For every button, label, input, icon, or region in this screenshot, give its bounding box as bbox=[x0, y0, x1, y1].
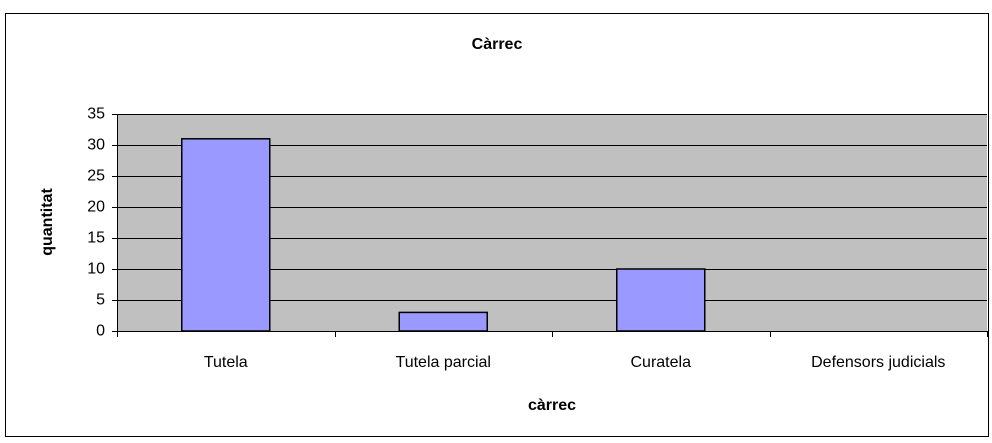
x-tick-label: Defensors judicials bbox=[811, 354, 945, 371]
y-tick-label: 0 bbox=[96, 323, 105, 340]
x-tick-label: Tutela bbox=[204, 354, 248, 371]
x-tick-label: Tutela parcial bbox=[396, 354, 491, 371]
y-axis-label: quantitat bbox=[39, 188, 56, 256]
y-tick-label: 30 bbox=[87, 137, 105, 154]
bar bbox=[616, 268, 706, 332]
y-tick-label: 10 bbox=[87, 261, 105, 278]
y-tick-label: 15 bbox=[87, 230, 105, 247]
y-tick-label: 5 bbox=[96, 292, 105, 309]
chart-title: Càrrec bbox=[472, 36, 523, 53]
bar bbox=[398, 311, 488, 332]
y-tick-label: 35 bbox=[87, 106, 105, 123]
bar bbox=[181, 138, 271, 332]
x-axis-label: càrrec bbox=[528, 397, 576, 414]
y-tick-label: 25 bbox=[87, 168, 105, 185]
x-tick-label: Curatela bbox=[631, 354, 692, 371]
y-tick-label: 20 bbox=[87, 199, 105, 216]
